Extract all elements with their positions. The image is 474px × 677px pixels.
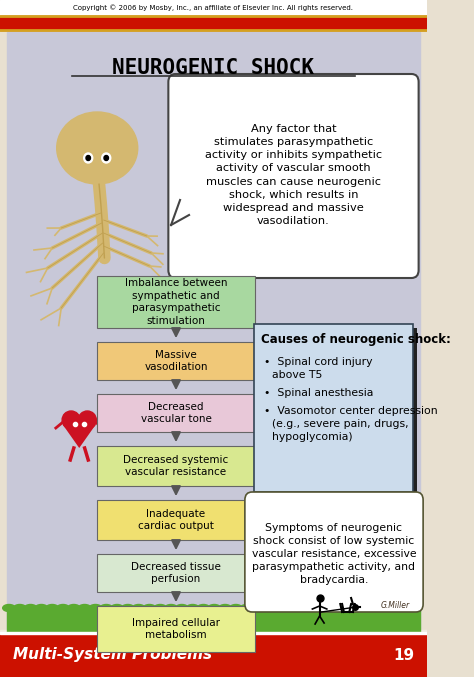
Text: Inadequate
cardiac output: Inadequate cardiac output [138, 509, 214, 531]
Ellipse shape [89, 605, 102, 611]
Text: Multi-System Problems: Multi-System Problems [13, 647, 212, 663]
FancyBboxPatch shape [245, 492, 423, 612]
Text: (e.g., severe pain, drugs,: (e.g., severe pain, drugs, [272, 419, 409, 429]
Text: •  Vasomotor center depression: • Vasomotor center depression [264, 406, 438, 416]
Text: •  Spinal cord injury: • Spinal cord injury [264, 357, 372, 367]
Ellipse shape [86, 156, 91, 160]
Ellipse shape [348, 605, 361, 611]
Ellipse shape [294, 605, 307, 611]
Ellipse shape [154, 605, 166, 611]
Ellipse shape [359, 605, 372, 611]
FancyBboxPatch shape [97, 606, 255, 652]
Bar [0, 0, 427, 16]
Ellipse shape [57, 605, 69, 611]
Ellipse shape [46, 605, 58, 611]
Text: Copyright © 2006 by Mosby, Inc., an affiliate of Elsevier Inc. All rights reserv: Copyright © 2006 by Mosby, Inc., an affi… [73, 5, 353, 12]
FancyBboxPatch shape [97, 342, 255, 380]
Ellipse shape [67, 605, 80, 611]
Text: Decreased
vascular tone: Decreased vascular tone [141, 402, 211, 424]
Text: Massive
vasodilation: Massive vasodilation [144, 350, 208, 372]
FancyBboxPatch shape [97, 500, 255, 540]
Ellipse shape [262, 605, 274, 611]
Ellipse shape [165, 605, 177, 611]
FancyBboxPatch shape [254, 324, 413, 492]
Ellipse shape [78, 411, 96, 429]
Bar [7, 32, 419, 632]
Ellipse shape [143, 605, 156, 611]
Ellipse shape [337, 605, 350, 611]
Ellipse shape [100, 605, 112, 611]
Ellipse shape [102, 153, 111, 163]
Text: Impaired cellular
metabolism: Impaired cellular metabolism [132, 618, 220, 640]
Text: Decreased tissue
perfusion: Decreased tissue perfusion [131, 562, 221, 584]
FancyBboxPatch shape [97, 394, 255, 432]
Ellipse shape [197, 605, 210, 611]
Ellipse shape [186, 605, 199, 611]
Ellipse shape [392, 605, 404, 611]
Ellipse shape [84, 153, 93, 163]
Text: hypoglycomia): hypoglycomia) [272, 432, 353, 442]
FancyBboxPatch shape [256, 328, 417, 496]
Ellipse shape [35, 605, 48, 611]
Text: Causes of neurogenic shock:: Causes of neurogenic shock: [261, 334, 451, 347]
Ellipse shape [57, 112, 138, 184]
Ellipse shape [240, 605, 253, 611]
Ellipse shape [13, 605, 26, 611]
Ellipse shape [273, 605, 285, 611]
Ellipse shape [175, 605, 188, 611]
Ellipse shape [283, 605, 296, 611]
Ellipse shape [327, 605, 339, 611]
Bar [7, 608, 419, 632]
Text: NEUROGENIC SHOCK: NEUROGENIC SHOCK [112, 58, 314, 78]
Ellipse shape [305, 605, 318, 611]
Ellipse shape [78, 605, 91, 611]
Ellipse shape [24, 605, 37, 611]
Ellipse shape [381, 605, 393, 611]
Bar [0, 634, 427, 677]
Ellipse shape [316, 605, 328, 611]
Ellipse shape [132, 605, 145, 611]
Text: Any factor that
stimulates parasympathetic
activity or inhibits sympathetic
acti: Any factor that stimulates parasympathet… [205, 124, 382, 226]
Ellipse shape [251, 605, 264, 611]
Ellipse shape [219, 605, 231, 611]
Text: Imbalance between
sympathetic and
parasympathetic
stimulation: Imbalance between sympathetic and parasy… [125, 278, 227, 326]
Ellipse shape [229, 605, 242, 611]
Ellipse shape [370, 605, 383, 611]
FancyBboxPatch shape [168, 74, 419, 278]
FancyBboxPatch shape [97, 276, 255, 328]
Ellipse shape [62, 411, 80, 429]
Bar [0, 630, 427, 636]
Ellipse shape [3, 605, 15, 611]
Bar [0, 16, 427, 30]
FancyBboxPatch shape [97, 446, 255, 486]
Text: Decreased systemic
vascular resistance: Decreased systemic vascular resistance [123, 455, 228, 477]
Polygon shape [63, 425, 95, 448]
Ellipse shape [402, 605, 415, 611]
Text: 19: 19 [393, 647, 414, 663]
Ellipse shape [111, 605, 123, 611]
FancyBboxPatch shape [97, 554, 255, 592]
Text: Symptoms of neurogenic
shock consist of low systemic
vascular resistance, excess: Symptoms of neurogenic shock consist of … [252, 523, 416, 585]
Text: G.Miller: G.Miller [381, 601, 410, 611]
Bar [0, 632, 427, 634]
Text: •  Spinal anesthesia: • Spinal anesthesia [264, 388, 373, 398]
Polygon shape [171, 200, 189, 225]
Ellipse shape [104, 156, 109, 160]
Ellipse shape [208, 605, 220, 611]
Text: above T5: above T5 [272, 370, 322, 380]
Ellipse shape [121, 605, 134, 611]
